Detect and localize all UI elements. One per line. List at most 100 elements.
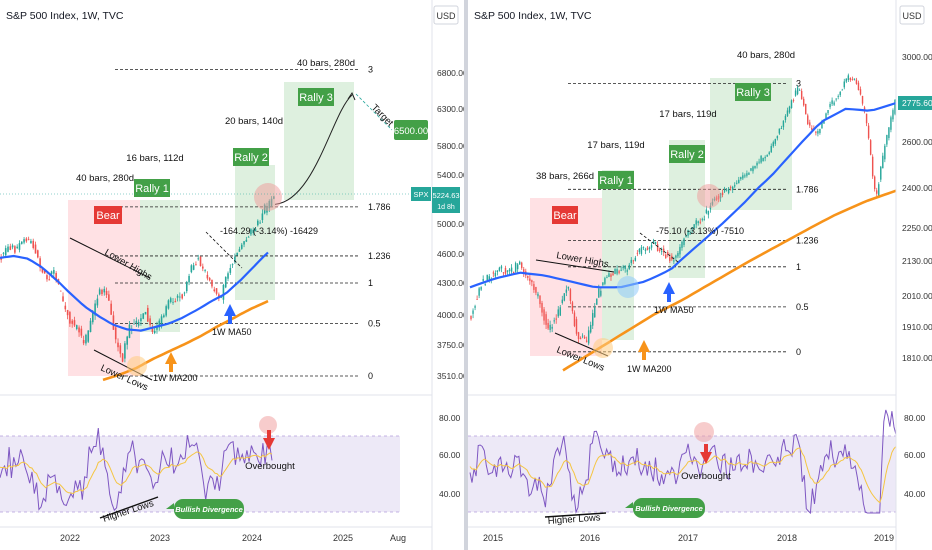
- panel-divider[interactable]: [464, 0, 468, 550]
- price-tick-label: 5400.00: [437, 170, 468, 180]
- price-tick-label: 3510.00: [437, 371, 468, 381]
- bullish-div-box: [174, 499, 244, 519]
- candle-body: [119, 345, 122, 354]
- candle-body: [215, 288, 218, 294]
- overbought-arrow-r: [700, 444, 712, 464]
- candle-body: [85, 334, 87, 344]
- right-currency-box[interactable]: [899, 5, 925, 25]
- candle-body: [476, 299, 478, 300]
- candle-body: [669, 257, 671, 261]
- candle-body: [73, 320, 76, 326]
- candle-body: [833, 102, 835, 105]
- candle-body: [567, 286, 570, 289]
- rally2-label-box-r: [669, 145, 705, 163]
- price-tick-label: 2130.00: [902, 256, 932, 266]
- candle-body: [865, 113, 868, 124]
- candle-body: [760, 155, 762, 163]
- candle-body: [98, 289, 101, 295]
- candle-body: [577, 332, 580, 339]
- measure-label-r: -75.10 (-3.13%) -7510: [656, 226, 744, 236]
- candle-body: [243, 241, 245, 245]
- top-highlight: [254, 183, 282, 211]
- candle-body: [18, 243, 21, 250]
- candle-body: [126, 336, 128, 345]
- candle-body: [758, 161, 760, 163]
- candle-body: [250, 229, 252, 235]
- candle-body: [71, 320, 73, 324]
- candle-body: [654, 242, 657, 244]
- candle-body: [650, 245, 653, 248]
- candle-body: [222, 284, 225, 300]
- candle-body: [581, 335, 584, 337]
- candle-body: [876, 190, 878, 194]
- candle-body: [227, 273, 229, 279]
- candle-body: [796, 87, 799, 95]
- candle-body: [742, 175, 744, 179]
- candle-body: [579, 337, 582, 340]
- candle-body: [486, 274, 488, 281]
- candle-body: [169, 298, 172, 303]
- candle-body: [247, 236, 250, 238]
- candle-body: [252, 229, 255, 234]
- candle-body: [699, 221, 701, 223]
- candle-body: [484, 284, 486, 285]
- candle-body: [114, 327, 117, 340]
- candle-body: [488, 276, 490, 282]
- fib-label: 0: [368, 371, 373, 381]
- target-price-label: 6500.00: [394, 126, 428, 137]
- time-tick-label: 2023: [150, 533, 170, 543]
- candle-body: [642, 247, 645, 249]
- candle-body: [34, 244, 37, 254]
- candle-body: [195, 264, 197, 266]
- projection-arrowhead: [347, 91, 356, 101]
- bear-label: Bear: [96, 210, 120, 222]
- candle-body: [829, 104, 831, 108]
- candle-body: [158, 320, 161, 328]
- rally2-label-box: [233, 148, 269, 166]
- candle-body: [55, 273, 57, 280]
- candle-body: [663, 248, 665, 253]
- candle-body: [529, 278, 531, 281]
- left-currency-box[interactable]: [433, 5, 459, 25]
- candle-body: [853, 78, 856, 80]
- price-tick-label: 2400.00: [902, 183, 932, 193]
- candle-body: [748, 173, 750, 175]
- ma50-arrow: [224, 304, 236, 324]
- left-rsi-ticks: 80.00 60.00 40.00: [439, 413, 461, 499]
- candle-body: [658, 249, 661, 251]
- candle-body: [506, 270, 509, 272]
- candle-body: [220, 296, 222, 298]
- time-tick-label: 2019: [874, 533, 894, 543]
- lower-highs-line-r: [535, 259, 615, 273]
- candle-body: [121, 353, 124, 362]
- bars-top-label-r: 40 bars, 280d: [737, 50, 795, 61]
- bars-mid-label-r: 17 bars, 119d: [659, 109, 716, 120]
- rsi-tick-label: 80.00: [904, 413, 926, 423]
- candle-body: [752, 166, 754, 172]
- candle-body: [817, 131, 819, 134]
- candle-body: [153, 330, 156, 334]
- low-highlight: [127, 356, 147, 376]
- price-tick-label: 5800.00: [437, 141, 468, 151]
- candle-body: [545, 314, 547, 325]
- candle-body: [238, 249, 241, 252]
- candle-body: [197, 258, 200, 260]
- candle-body: [213, 289, 216, 292]
- bear-label-box: [94, 206, 122, 224]
- target-price-box: [394, 120, 428, 140]
- candle-body: [587, 330, 590, 344]
- candle-body: [600, 290, 602, 296]
- fib-label: 1: [796, 262, 801, 272]
- candle-body: [512, 271, 515, 274]
- fib-label: 1.236: [368, 251, 391, 261]
- rally2-label-r: Rally 2: [670, 149, 704, 161]
- candle-body: [551, 326, 553, 329]
- candle-body: [202, 266, 204, 269]
- candle-body: [190, 265, 193, 273]
- candle-body: [740, 177, 742, 180]
- candle-body: [622, 266, 624, 269]
- candle-body: [845, 78, 848, 82]
- rally1-label-r: Rally 1: [599, 175, 633, 187]
- candle-body: [750, 168, 752, 171]
